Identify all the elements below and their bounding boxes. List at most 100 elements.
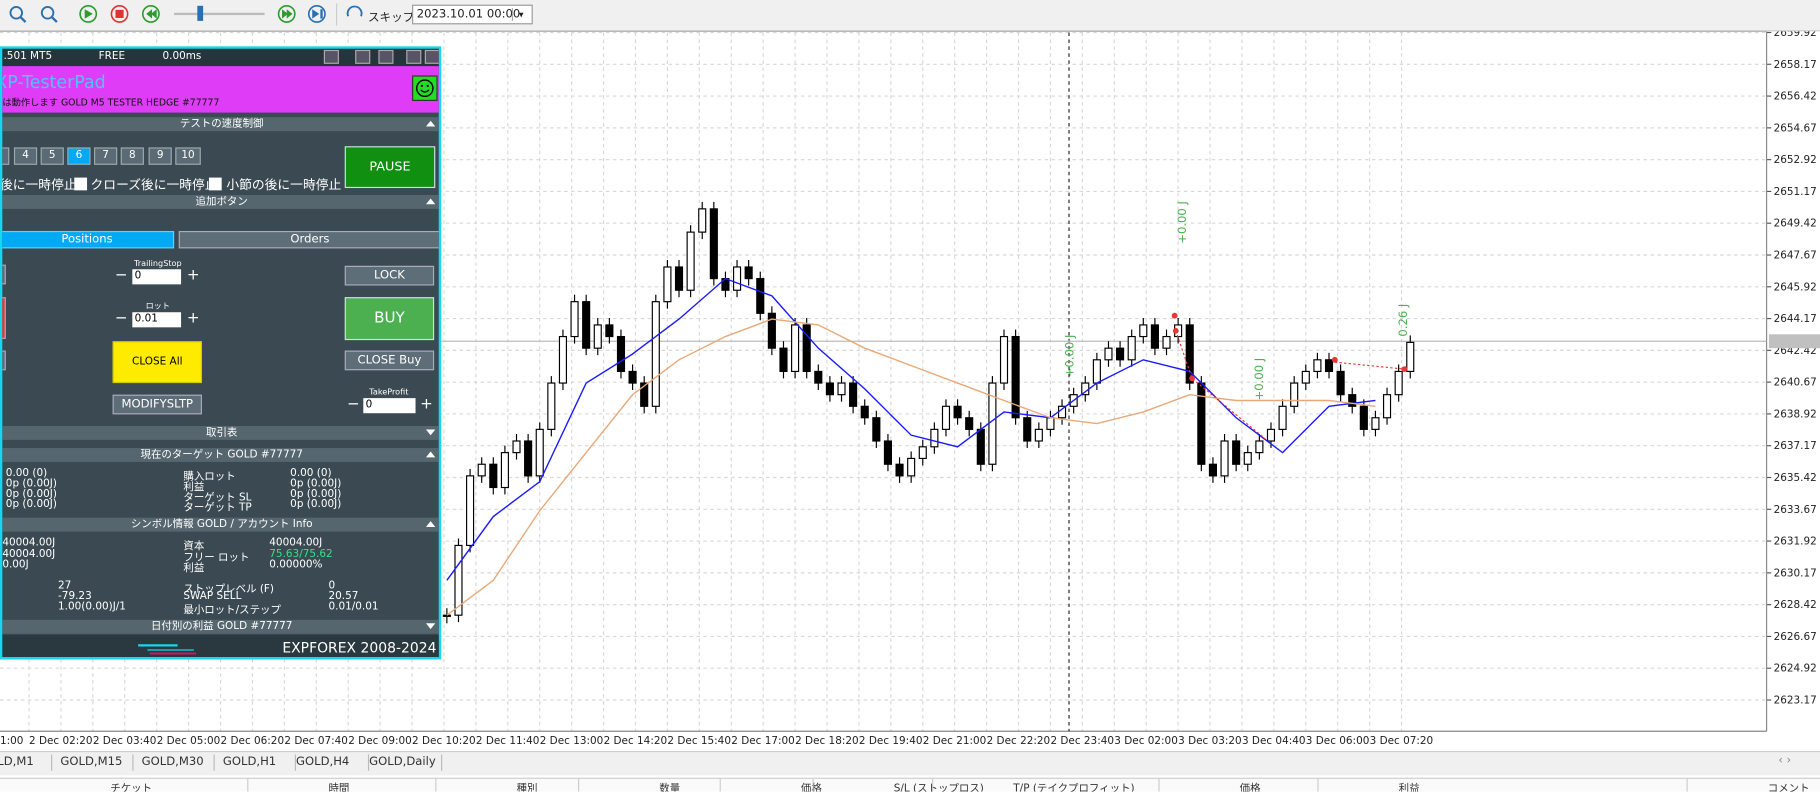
tab-separator — [367, 754, 370, 771]
footer-logo — [138, 644, 197, 655]
field-label: TrailingStop — [134, 258, 182, 269]
column-header[interactable]: 時間 — [328, 783, 350, 792]
plus-button[interactable]: + — [420, 395, 433, 414]
hidden-button[interactable] — [2, 350, 6, 371]
slider-thumb[interactable] — [197, 5, 204, 21]
column-header[interactable]: S/L (ストップロス) — [893, 783, 984, 792]
checkbox[interactable] — [208, 177, 222, 191]
tab-separator — [213, 754, 215, 771]
version: .501 MT5 — [3, 51, 53, 63]
column-header[interactable]: T/P (テイクプロフィット) — [1013, 783, 1135, 792]
column-header[interactable]: 価格 — [1239, 783, 1261, 792]
minimize-icon[interactable] — [406, 49, 422, 64]
plus-button[interactable]: + — [186, 309, 200, 328]
column-header[interactable]: 数量 — [659, 783, 681, 792]
candle — [791, 324, 800, 373]
minus-button[interactable]: − — [114, 309, 128, 328]
settings-icon[interactable] — [378, 49, 394, 64]
candle — [686, 231, 695, 291]
modify-sltp-button[interactable]: MODIFYSLTP — [112, 394, 202, 415]
step-button[interactable] — [307, 4, 326, 23]
account-cell: 利益 — [183, 562, 205, 575]
take-profit-input[interactable]: 0 — [363, 398, 416, 414]
close-all-button[interactable]: CLOSE All — [112, 341, 202, 384]
play-button[interactable] — [79, 4, 98, 23]
candle — [1232, 440, 1241, 465]
speed-button[interactable]: 9 — [148, 147, 172, 165]
candle — [1255, 440, 1264, 454]
speed-button[interactable]: 7 — [94, 147, 118, 165]
symbol-cell: -79.23 — [58, 590, 92, 603]
sell-button[interactable] — [2, 297, 6, 339]
candle — [454, 544, 463, 616]
speed-button[interactable] — [2, 147, 10, 165]
section-header[interactable]: 追加ボタン — [2, 194, 439, 209]
stop-button[interactable] — [110, 4, 129, 23]
y-tick-label: 2623.17 — [1774, 694, 1817, 706]
section-header[interactable]: 取引表 — [2, 425, 439, 440]
speed-button[interactable]: 5 — [40, 147, 64, 165]
y-tick-label: 2630.17 — [1774, 567, 1817, 579]
x-tick-label: 2 Dec 02:20 — [29, 735, 93, 747]
candle — [547, 382, 556, 430]
fast-forward-button[interactable] — [277, 4, 296, 23]
chart-tab[interactable]: GOLD,H4 — [295, 755, 350, 769]
column-header[interactable]: 種別 — [516, 783, 538, 792]
section-header[interactable]: シンボル情報 GOLD / アカウント Info — [2, 517, 439, 532]
speed-button[interactable]: 4 — [13, 147, 38, 165]
rewind-button[interactable] — [141, 4, 160, 23]
skip-icon — [346, 5, 363, 17]
chart-tab[interactable]: GOLD,M30 — [141, 755, 204, 769]
x-tick-label: 3 Dec 04:40 — [1242, 735, 1306, 747]
lock-button[interactable]: LOCK — [344, 265, 435, 286]
speed-button[interactable]: 10 — [175, 147, 201, 165]
column-header[interactable]: チケット — [110, 783, 153, 792]
candle — [442, 614, 451, 617]
pause-button[interactable]: PAUSE — [344, 146, 436, 189]
speed-button[interactable]: 8 — [120, 147, 144, 165]
zoom-in[interactable] — [9, 6, 27, 23]
account-cell: 40004.00J — [2, 548, 56, 561]
trailing-stop-input[interactable]: 0 — [132, 269, 182, 285]
candle — [918, 446, 927, 460]
checkbox[interactable] — [74, 177, 88, 191]
lot-input[interactable]: 0.01 — [132, 312, 182, 328]
scroll-arrows[interactable]: ‹ › — [1778, 754, 1792, 768]
candle — [698, 208, 707, 233]
speed-slider[interactable] — [174, 12, 265, 16]
target-cell: 利益 — [183, 481, 205, 494]
column-header[interactable]: 価格 — [800, 783, 822, 792]
chart-tab[interactable]: GOLD,M15 — [60, 755, 123, 769]
date-dropdown[interactable]: ▾ — [511, 8, 529, 21]
section-header[interactable]: 現在のターゲット GOLD #77777 — [2, 448, 439, 462]
positions-tab[interactable]: Positions — [2, 230, 175, 249]
section-header[interactable]: テストの速度制御 — [2, 117, 439, 132]
speed-button[interactable]: 6 — [67, 147, 91, 165]
hidden-button[interactable] — [2, 264, 6, 285]
section-header[interactable]: 日付別の利益 GOLD #77777 — [2, 619, 439, 634]
candle — [500, 452, 509, 489]
chart-tab[interactable]: GOLD,M1 — [0, 755, 34, 769]
y-tick-label: 2649.42 — [1774, 218, 1817, 230]
orders-tab[interactable]: Orders — [178, 230, 439, 249]
help-icon[interactable] — [355, 49, 371, 64]
minus-button[interactable]: − — [347, 395, 360, 414]
date-picker[interactable]: 2023.10.01 00:00 ▾ — [412, 4, 533, 25]
column-separator — [1317, 778, 1319, 792]
column-header[interactable]: コメント — [1767, 783, 1810, 792]
column-separator — [812, 778, 814, 792]
minus-button[interactable]: − — [114, 266, 128, 285]
column-header[interactable]: 利益 — [1398, 783, 1420, 792]
info-icon[interactable] — [323, 49, 339, 64]
candle — [466, 475, 475, 547]
chart-tab[interactable]: GOLD,Daily — [369, 755, 436, 769]
y-tick-label: 2640.67 — [1774, 377, 1817, 389]
zoom-out[interactable] — [40, 6, 58, 23]
close-icon[interactable] — [424, 49, 439, 64]
chart-tab[interactable]: GOLD,H1 — [222, 755, 277, 769]
buy-button[interactable]: BUY — [344, 297, 435, 341]
plus-button[interactable]: + — [186, 266, 200, 285]
skip-label[interactable]: スキップ — [367, 11, 415, 25]
close-buy-button[interactable]: CLOSE Buy — [344, 350, 435, 371]
candle — [895, 463, 904, 477]
